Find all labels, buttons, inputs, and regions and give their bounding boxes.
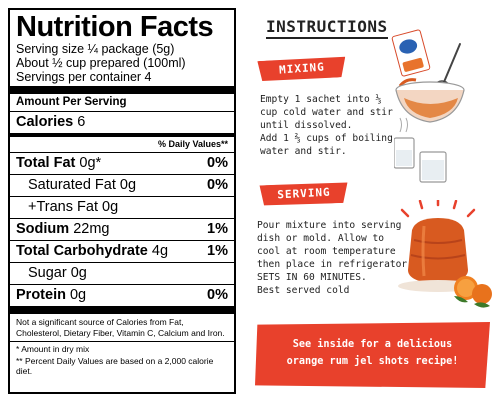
divider — [10, 240, 234, 241]
daily-values-header: % Daily Values** — [157, 139, 228, 149]
recipe-banner-text: See inside for a delicious orange rum je… — [255, 336, 490, 370]
divider — [10, 306, 234, 314]
nutrient-amount: 0g — [70, 265, 87, 281]
mixing-text: Empty 1 sachet into ⅓ cup cold water and… — [260, 94, 393, 157]
nutrient-label: Saturated Fat — [28, 177, 116, 193]
divider — [10, 196, 234, 197]
instructions-title: INSTRUCTIONS — [266, 17, 388, 39]
nutrient-label: +Trans Fat — [28, 199, 98, 215]
footnote-daily-values: ** Percent Daily Values are based on a 2… — [16, 355, 214, 377]
divider — [10, 341, 234, 342]
divider — [10, 218, 234, 219]
calories-value: 6 — [77, 114, 86, 130]
recipe-banner-line-2: orange rum jel shots recipe! — [286, 356, 459, 367]
nutrition-title: Nutrition Facts — [16, 11, 214, 43]
nutrient-amount: 0g — [69, 287, 87, 303]
nutrient-dv: 0% — [207, 177, 228, 193]
divider — [10, 174, 234, 175]
nutrient-amount: 4g — [151, 243, 169, 259]
prepared-amount: About ½ cup prepared (100ml) — [16, 56, 186, 70]
calories-row: Calories 6 — [16, 112, 228, 133]
nutrient-label: Sodium — [16, 221, 70, 237]
nutrient-amount: 22mg — [73, 221, 110, 237]
amount-per-serving-row: Amount Per Serving — [16, 94, 228, 111]
nutrient-row-sugar: Sugar 0g — [16, 263, 228, 284]
serving-banner: SERVING — [259, 181, 348, 208]
nutrient-row-trans-fat: +Trans Fat 0g — [16, 197, 228, 218]
nutrient-row-total-carbohydrate: Total Carbohydrate 4g 1% — [16, 241, 228, 262]
nutrient-label: Total Fat — [16, 155, 76, 171]
instructions-panel: INSTRUCTIONS MIXING Empty 1 sachet into … — [244, 0, 500, 402]
divider — [10, 152, 234, 153]
divider — [10, 284, 234, 285]
nutrition-facts-panel: Nutrition Facts Serving size ¼ package (… — [8, 8, 236, 394]
divider — [10, 133, 234, 137]
divider — [10, 262, 234, 263]
footnote-not-significant: Not a significant source of Calories fro… — [16, 317, 225, 338]
nutrition-footnotes: Not a significant source of Calories fro… — [10, 314, 234, 377]
calories-label: Calories — [16, 114, 74, 130]
nutrient-amount: 0g — [119, 177, 137, 193]
jelly-mold-icon — [398, 200, 492, 308]
mixing-bowl-icon — [394, 43, 465, 183]
servings-per-container: Servings per container 4 — [16, 70, 152, 84]
divider — [10, 86, 234, 94]
nutrient-label: Sugar — [28, 265, 67, 281]
recipe-banner-line-1: See inside for a delicious — [292, 339, 453, 350]
nutrient-label: Total Carbohydrate — [16, 243, 148, 259]
divider — [10, 111, 234, 112]
serving-size: Serving size ¼ package (5g) — [16, 42, 175, 56]
nutrient-dv: 1% — [207, 243, 228, 259]
nutrient-dv: 1% — [207, 221, 228, 237]
recipe-banner — [255, 322, 490, 388]
title-underline — [266, 37, 388, 39]
daily-values-header-row: % Daily Values** — [16, 137, 228, 152]
nutrient-row-saturated-fat: Saturated Fat 0g 0% — [16, 175, 228, 196]
mixing-banner: MIXING — [257, 55, 346, 83]
nutrient-label: Protein — [16, 287, 66, 303]
footnote-dry-mix: * Amount in dry mix — [16, 344, 90, 354]
instructions-title-text: INSTRUCTIONS — [266, 17, 388, 36]
nutrient-dv: 0% — [207, 155, 228, 171]
nutrient-row-protein: Protein 0g 0% — [16, 285, 228, 306]
nutrient-row-total-fat: Total Fat 0g* 0% — [16, 153, 228, 174]
nutrient-amount: 0g — [102, 199, 119, 215]
nutrient-amount: 0g* — [79, 155, 102, 171]
nutrient-row-sodium: Sodium 22mg 1% — [16, 219, 228, 240]
nutrient-dv: 0% — [207, 287, 228, 303]
amount-per-serving: Amount Per Serving — [16, 96, 127, 108]
serving-text: Pour mixture into serving dish or mold. … — [257, 220, 413, 296]
